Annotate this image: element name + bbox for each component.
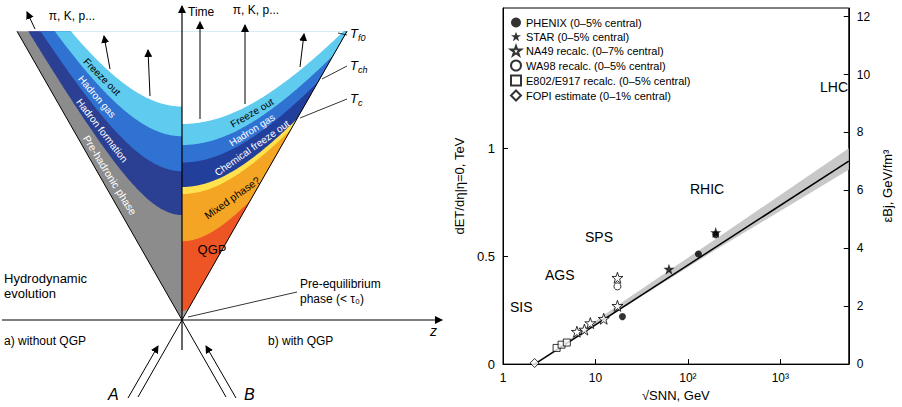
svg-text:0.5: 0.5 — [477, 249, 495, 264]
svg-text:√SNN, GeV: √SNN, GeV — [642, 388, 710, 403]
svg-text:Mixed phase?: Mixed phase? — [202, 174, 262, 222]
svg-text:Hydrodynamic: Hydrodynamic — [4, 271, 88, 286]
svg-text:LHC: LHC — [820, 79, 848, 95]
svg-text:Hadron formation: Hadron formation — [74, 96, 130, 165]
svg-text:Pre-hadronic phase: Pre-hadronic phase — [80, 132, 140, 218]
svg-text:NA49 recalc. (0–7% central): NA49 recalc. (0–7% central) — [526, 45, 664, 57]
svg-text:π, K, p...: π, K, p... — [233, 3, 279, 17]
svg-text:10³: 10³ — [772, 371, 789, 385]
svg-text:0: 0 — [488, 357, 495, 372]
svg-text:Pre-equilibrium: Pre-equilibrium — [300, 277, 381, 291]
svg-text:εBj, GeV/fm³: εBj, GeV/fm³ — [880, 149, 895, 223]
svg-text:10²: 10² — [679, 371, 696, 385]
svg-text:SIS: SIS — [510, 299, 533, 315]
svg-text:8: 8 — [857, 125, 864, 139]
svg-text:AGS: AGS — [545, 267, 575, 283]
svg-text:10: 10 — [589, 371, 603, 385]
svg-text:dET/dη|η=0, TeV: dET/dη|η=0, TeV — [452, 137, 467, 234]
svg-text:10: 10 — [857, 68, 871, 82]
svg-text:π, K, p...: π, K, p... — [49, 9, 95, 23]
svg-text:Tch: Tch — [350, 58, 367, 75]
svg-text:1: 1 — [488, 141, 495, 156]
svg-text:Freeze out: Freeze out — [229, 96, 276, 130]
svg-text:6: 6 — [857, 183, 864, 197]
svg-text:RHIC: RHIC — [690, 181, 724, 197]
svg-text:E802/E917 recalc. (0–5% centra: E802/E917 recalc. (0–5% central) — [526, 75, 690, 87]
svg-text:Freeze out: Freeze out — [81, 56, 123, 98]
svg-text:FOPI estimate (0–1% central): FOPI estimate (0–1% central) — [526, 90, 671, 102]
svg-text:evolution: evolution — [4, 286, 56, 301]
svg-text:z: z — [429, 323, 437, 339]
svg-text:Tc: Tc — [350, 91, 363, 108]
svg-text:4: 4 — [857, 241, 864, 255]
svg-text:Hadron gas: Hadron gas — [227, 111, 277, 149]
svg-text:STAR (0–5% central): STAR (0–5% central) — [526, 31, 629, 43]
svg-text:0: 0 — [857, 357, 864, 371]
svg-text:QGP: QGP — [197, 242, 227, 258]
svg-text:1: 1 — [500, 371, 507, 385]
svg-text:Chemical freeze out: Chemical freeze out — [212, 117, 292, 179]
svg-text:SPS: SPS — [585, 229, 613, 245]
svg-text:b) with QGP: b) with QGP — [268, 334, 333, 348]
svg-text:12: 12 — [857, 10, 871, 24]
svg-text:B: B — [244, 386, 255, 403]
svg-text:2: 2 — [857, 299, 864, 313]
svg-text:Tf0: Tf0 — [350, 26, 365, 43]
svg-text:phase (< τ₀): phase (< τ₀) — [300, 292, 364, 306]
svg-text:WA98 recalc. (0–5% central): WA98 recalc. (0–5% central) — [526, 60, 666, 72]
svg-text:a) without QGP: a) without QGP — [4, 334, 86, 348]
svg-text:PHENIX (0–5% central): PHENIX (0–5% central) — [526, 17, 642, 29]
svg-text:A: A — [107, 386, 119, 403]
svg-text:Time: Time — [188, 5, 215, 19]
svg-text:Hadron gas: Hadron gas — [76, 73, 118, 120]
